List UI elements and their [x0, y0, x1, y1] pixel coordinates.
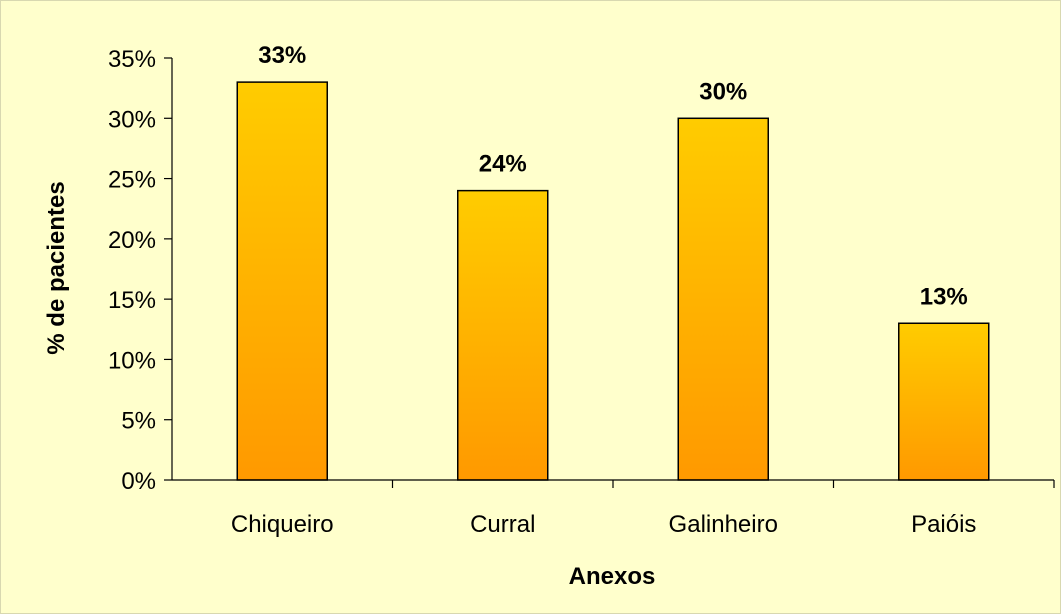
y-tick-label: 25%	[108, 167, 156, 194]
bar-galinheiro	[677, 117, 769, 481]
x-tick-label: Chiqueiro	[231, 511, 334, 538]
x-tick-label: Galinheiro	[669, 511, 778, 538]
y-tick-label: 0%	[121, 468, 156, 495]
data-label: 30%	[699, 78, 747, 105]
bars-group	[236, 81, 990, 481]
x-tick-label: Paióis	[911, 511, 976, 538]
y-tick-label: 20%	[108, 227, 156, 254]
x-tick-label: Curral	[470, 511, 535, 538]
axes-group	[164, 57, 1055, 488]
y-tick-label: 5%	[121, 408, 156, 435]
y-tick-label: 35%	[108, 46, 156, 73]
y-tick-label: 10%	[108, 347, 156, 374]
y-tick-label: 15%	[108, 287, 156, 314]
bar-chiqueiro	[236, 81, 328, 481]
data-label: 33%	[258, 42, 306, 69]
bar-pai-is	[898, 322, 990, 481]
labels-group: 33% Chiqueiro 24% Curral 30% Galinheiro 13% Pai…	[108, 42, 976, 538]
data-label: 13%	[920, 283, 968, 310]
y-axis-title: % de pacientes	[43, 181, 70, 354]
x-axis-title: Anexos	[569, 563, 656, 590]
y-tick-label: 30%	[108, 106, 156, 133]
bar-curral	[457, 189, 549, 481]
data-label: 24%	[479, 151, 527, 178]
